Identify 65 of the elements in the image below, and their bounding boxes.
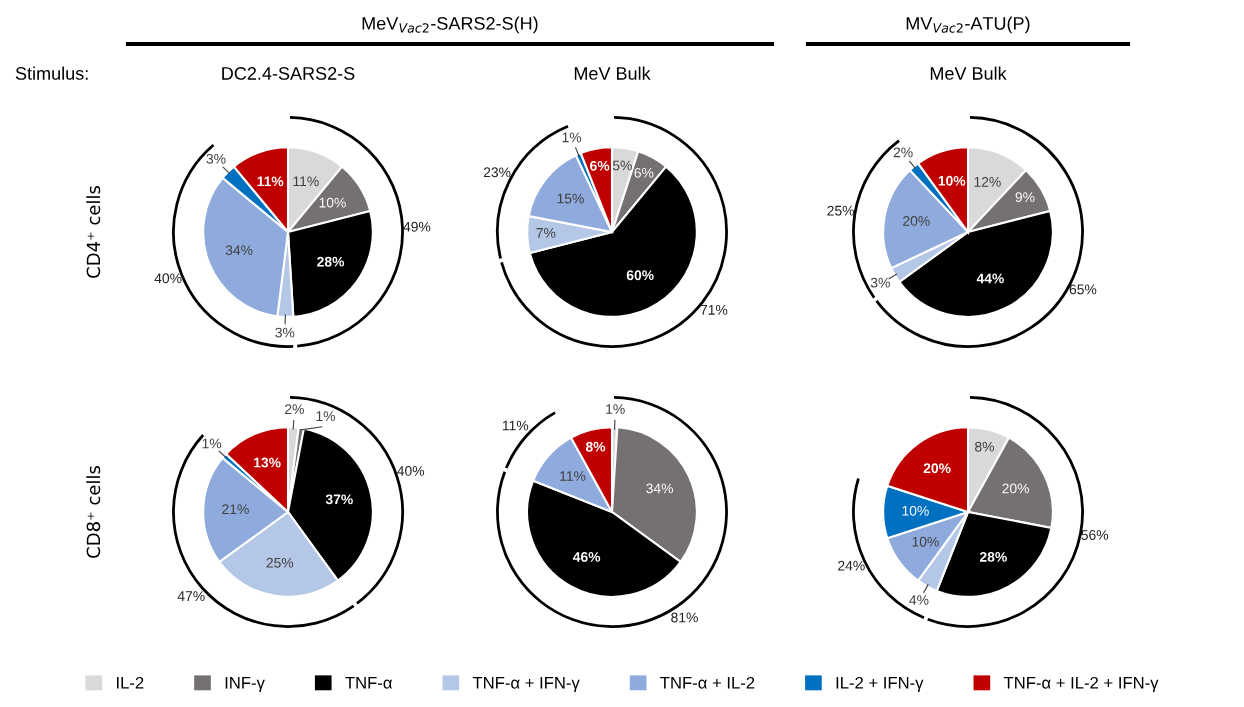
text: 23% xyxy=(483,167,511,178)
data-label: 20% xyxy=(1002,483,1029,494)
text: 25% xyxy=(827,205,855,216)
data-label: 28% xyxy=(979,551,1007,562)
text: Stimulus: xyxy=(15,66,88,80)
chart-title: MeV Bulk xyxy=(930,66,1007,80)
text: MV$_{Vac2}$-ATU(P) xyxy=(906,16,1030,34)
legend-label: TNF-α + IL-2 + IFN-γ xyxy=(1003,676,1159,692)
text: 40% xyxy=(154,273,182,284)
data-label: 6% xyxy=(590,160,610,171)
legend-label: INF-γ xyxy=(225,677,265,692)
chart-title: DC2.4-SARS2-S xyxy=(222,67,355,80)
legend-label: IL-2 xyxy=(117,676,144,689)
text: 24% xyxy=(838,560,865,571)
text: 56% xyxy=(1081,530,1109,540)
legend-label: TNF-α + IL-2 xyxy=(660,676,755,689)
text: CD8⁺ cells xyxy=(86,466,101,558)
data-label: 10% xyxy=(938,175,966,186)
data-label: 6% xyxy=(634,167,654,178)
data-label: 8% xyxy=(975,441,994,452)
data-label: 28% xyxy=(317,256,345,267)
chart-title: MeV Bulk xyxy=(574,66,651,80)
data-label: 1% xyxy=(316,411,336,422)
data-label: 60% xyxy=(626,270,654,281)
data-label: 37% xyxy=(325,494,353,505)
text: 11% xyxy=(502,420,529,431)
data-label: 7% xyxy=(536,228,556,238)
data-label: 10% xyxy=(912,536,939,547)
data-label: 1% xyxy=(606,404,625,414)
data-label: 3% xyxy=(870,277,890,288)
legend-label: TNF-α xyxy=(345,677,393,689)
data-label: 9% xyxy=(1015,192,1035,203)
data-label: 3% xyxy=(275,327,295,338)
text: 81% xyxy=(671,612,698,623)
data-label: 2% xyxy=(893,147,913,158)
data-label: 11% xyxy=(293,176,319,187)
data-label: 1% xyxy=(202,438,222,449)
text: 47% xyxy=(177,591,205,601)
data-label: 10% xyxy=(319,197,346,208)
text: CD4⁺ cells xyxy=(86,186,101,278)
data-label: 1% xyxy=(562,132,582,143)
data-label: 11% xyxy=(560,471,586,481)
legend-label: IL-2 + IFN-γ xyxy=(836,676,924,692)
data-label: 20% xyxy=(903,216,930,226)
text: 40% xyxy=(397,466,425,476)
data-label: 44% xyxy=(976,273,1004,284)
data-label: 3% xyxy=(206,153,226,164)
text: 49% xyxy=(403,221,431,232)
legend-label: TNF-α + IFN-γ xyxy=(472,677,580,692)
data-label: 12% xyxy=(974,176,1001,187)
text: MeV$_{Vac2}$-SARS2-S(H) xyxy=(362,16,538,34)
data-label: 4% xyxy=(909,595,929,605)
data-label: 46% xyxy=(572,551,601,562)
data-label: 2% xyxy=(285,404,304,415)
data-label: 20% xyxy=(923,463,951,474)
data-label: 10% xyxy=(902,505,929,516)
data-label: 8% xyxy=(585,441,606,452)
data-label: 11% xyxy=(257,176,284,187)
data-label: 15% xyxy=(557,193,584,204)
data-label: 25% xyxy=(266,557,294,568)
data-label: 5% xyxy=(612,160,632,171)
data-label: 34% xyxy=(225,245,253,256)
data-label: 34% xyxy=(646,483,673,494)
text: 71% xyxy=(700,305,728,315)
text: 65% xyxy=(1069,284,1097,295)
